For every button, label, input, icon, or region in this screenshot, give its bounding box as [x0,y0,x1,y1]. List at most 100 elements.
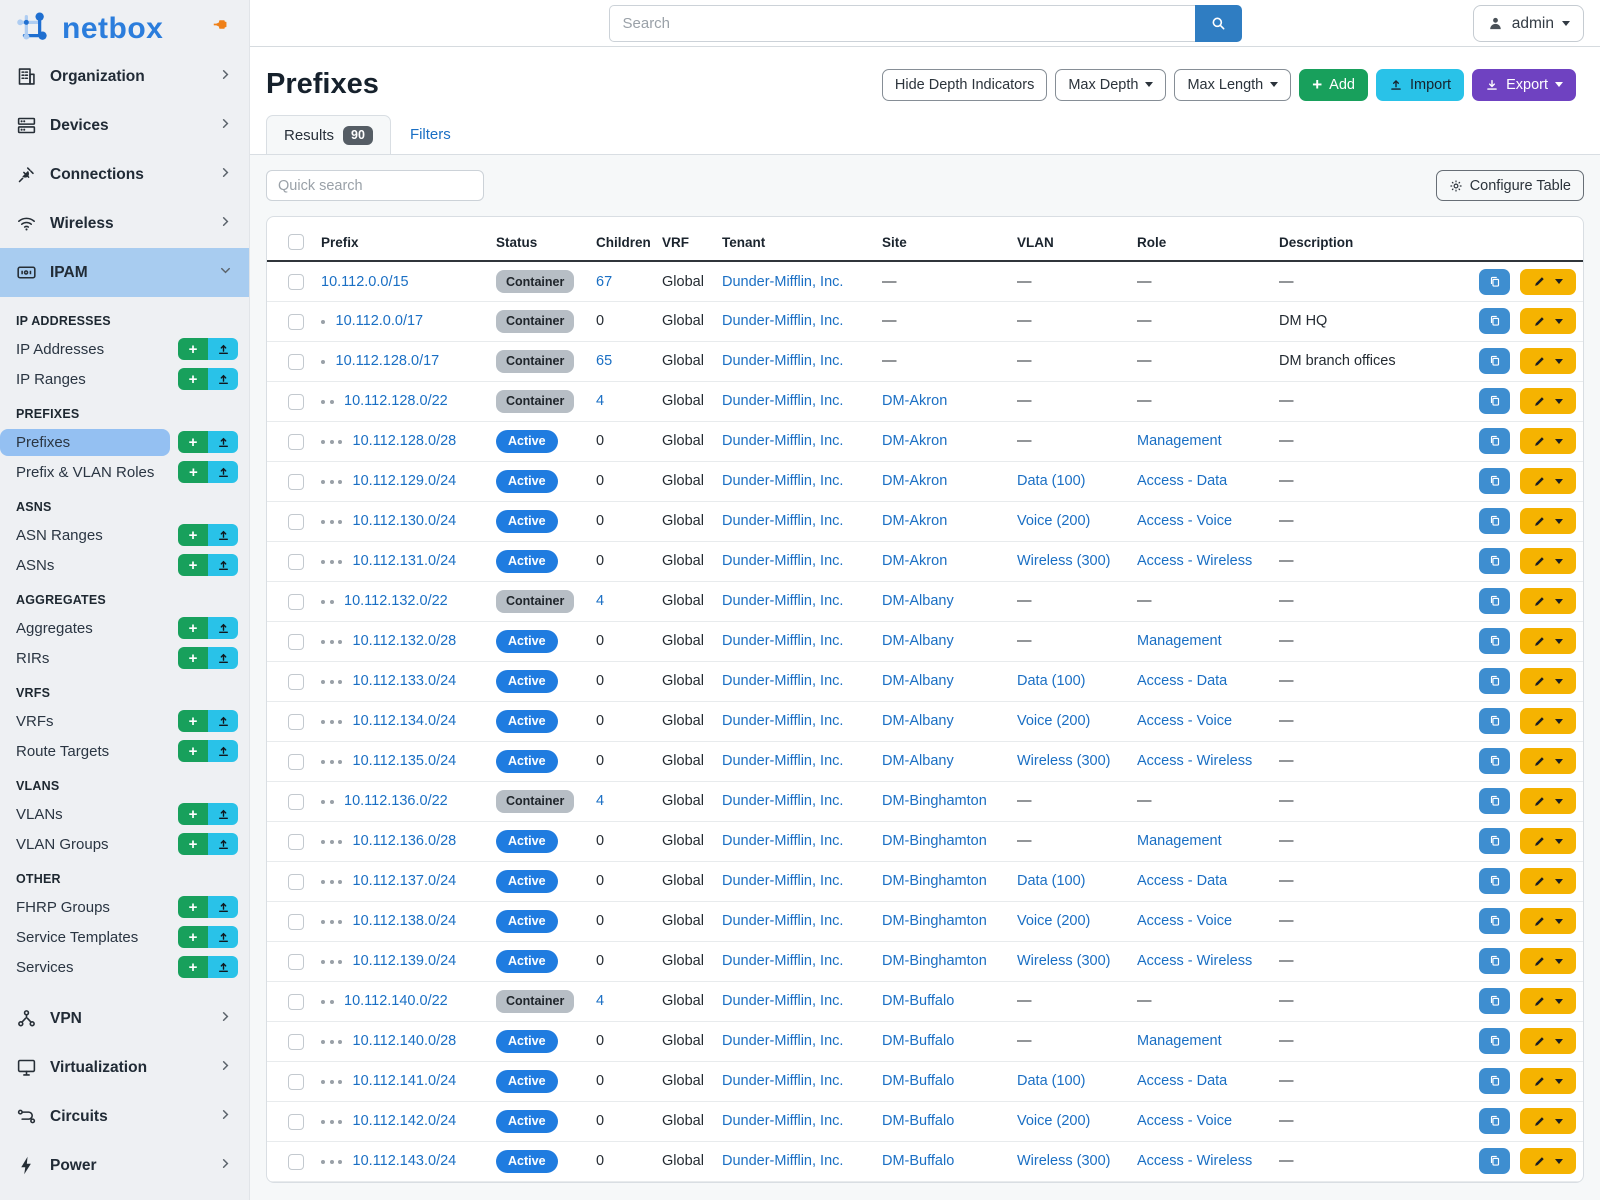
row-checkbox[interactable] [288,753,304,770]
prefix-link[interactable]: 10.112.128.0/17 [335,353,440,370]
quick-add-button[interactable]: + [178,647,208,669]
edit-button[interactable] [1520,868,1577,895]
site-link[interactable]: DM-Binghamton [882,833,987,850]
vlan-link[interactable]: Data (100) [1017,873,1086,890]
sidebar-subitem-link[interactable]: VLAN Groups [16,835,109,853]
quick-import-button[interactable] [208,896,238,918]
children-link[interactable]: 65 [596,353,613,370]
sidebar-item-devices[interactable]: Devices [0,101,249,150]
sidebar-item-circuits[interactable]: Circuits [0,1092,249,1141]
site-link[interactable]: DM-Buffalo [882,993,955,1010]
role-link[interactable]: Management [1137,633,1222,650]
tenant-link[interactable]: Dunder-Mifflin, Inc. [722,1033,844,1050]
site-link[interactable]: DM-Buffalo [882,1073,955,1090]
edit-button[interactable] [1520,308,1577,335]
role-link[interactable]: Access - Voice [1137,913,1233,930]
clone-button[interactable] [1479,1108,1510,1135]
clone-button[interactable] [1479,348,1510,375]
vlan-link[interactable]: Voice (200) [1017,1113,1091,1130]
vlan-link[interactable]: Data (100) [1017,473,1086,490]
role-link[interactable]: Management [1137,433,1222,450]
quick-add-button[interactable]: + [178,338,208,360]
row-checkbox[interactable] [288,953,304,970]
edit-button[interactable] [1520,628,1577,655]
vlan-link[interactable]: Voice (200) [1017,513,1091,530]
quick-add-button[interactable]: + [178,710,208,732]
clone-button[interactable] [1479,388,1510,415]
quick-import-button[interactable] [208,368,238,390]
tenant-link[interactable]: Dunder-Mifflin, Inc. [722,873,844,890]
sidebar-subitem-link[interactable]: Route Targets [16,742,110,760]
tenant-link[interactable]: Dunder-Mifflin, Inc. [722,1113,844,1130]
site-link[interactable]: DM-Albany [882,673,954,690]
role-link[interactable]: Access - Data [1137,873,1228,890]
quick-import-button[interactable] [208,956,238,978]
row-checkbox[interactable] [288,713,304,730]
quick-import-button[interactable] [208,710,238,732]
quick-add-button[interactable]: + [178,554,208,576]
vlan-link[interactable]: Wireless (300) [1017,1153,1111,1170]
edit-button[interactable] [1520,388,1577,415]
clone-button[interactable] [1479,628,1510,655]
edit-button[interactable] [1520,1148,1577,1175]
row-checkbox[interactable] [288,1113,304,1130]
row-checkbox[interactable] [288,513,304,530]
clone-button[interactable] [1479,1028,1510,1055]
prefix-link[interactable]: 10.112.139.0/24 [352,953,457,970]
sidebar-subitem-link[interactable]: RIRs [16,649,50,667]
quick-import-button[interactable] [208,926,238,948]
quick-add-button[interactable]: + [178,617,208,639]
vlan-link[interactable]: Data (100) [1017,1073,1086,1090]
tenant-link[interactable]: Dunder-Mifflin, Inc. [722,553,844,570]
prefix-link[interactable]: 10.112.137.0/24 [352,873,457,890]
site-link[interactable]: DM-Binghamton [882,953,987,970]
edit-button[interactable] [1520,988,1577,1015]
site-link[interactable]: DM-Akron [882,473,948,490]
prefix-link[interactable]: 10.112.0.0/15 [321,273,409,290]
tenant-link[interactable]: Dunder-Mifflin, Inc. [722,353,844,370]
configure-table-button[interactable]: Configure Table [1435,170,1584,201]
quick-add-button[interactable]: + [178,524,208,546]
quick-import-button[interactable] [208,740,238,762]
tenant-link[interactable]: Dunder-Mifflin, Inc. [722,1073,844,1090]
sidebar-subitem-link[interactable]: Aggregates [16,619,93,637]
quick-add-button[interactable]: + [178,740,208,762]
prefix-link[interactable]: 10.112.138.0/24 [352,913,457,930]
quick-add-button[interactable]: + [178,956,208,978]
role-link[interactable]: Access - Wireless [1137,953,1253,970]
quick-add-button[interactable]: + [178,896,208,918]
clone-button[interactable] [1479,908,1510,935]
quick-add-button[interactable]: + [178,431,208,453]
edit-button[interactable] [1520,268,1577,295]
tenant-link[interactable]: Dunder-Mifflin, Inc. [722,953,844,970]
edit-button[interactable] [1520,908,1577,935]
sidebar-item-connections[interactable]: Connections [0,150,249,199]
edit-button[interactable] [1520,668,1577,695]
tenant-link[interactable]: Dunder-Mifflin, Inc. [722,833,844,850]
row-checkbox[interactable] [288,273,304,290]
edit-button[interactable] [1520,788,1577,815]
prefix-link[interactable]: 10.112.133.0/24 [352,673,457,690]
clone-button[interactable] [1479,428,1510,455]
prefix-link[interactable]: 10.112.130.0/24 [352,513,457,530]
global-search-input[interactable] [608,4,1195,42]
prefix-link[interactable]: 10.112.140.0/28 [352,1033,457,1050]
edit-button[interactable] [1520,828,1577,855]
clone-button[interactable] [1479,1068,1510,1095]
clone-button[interactable] [1479,748,1510,775]
edit-button[interactable] [1520,1028,1577,1055]
sidebar-subitem-link[interactable]: Service Templates [16,928,139,946]
prefix-link[interactable]: 10.112.128.0/28 [352,433,457,450]
sidebar-subitem-link[interactable]: VLANs [16,805,63,823]
tenant-link[interactable]: Dunder-Mifflin, Inc. [722,513,844,530]
row-checkbox[interactable] [288,793,304,810]
site-link[interactable]: DM-Binghamton [882,793,987,810]
select-all-checkbox[interactable] [288,234,304,251]
clone-button[interactable] [1479,508,1510,535]
clone-button[interactable] [1479,668,1510,695]
clone-button[interactable] [1479,588,1510,615]
site-link[interactable]: DM-Albany [882,633,954,650]
sidebar-subitem-link[interactable]: ASN Ranges [16,526,103,544]
row-checkbox[interactable] [288,593,304,610]
clone-button[interactable] [1479,468,1510,495]
